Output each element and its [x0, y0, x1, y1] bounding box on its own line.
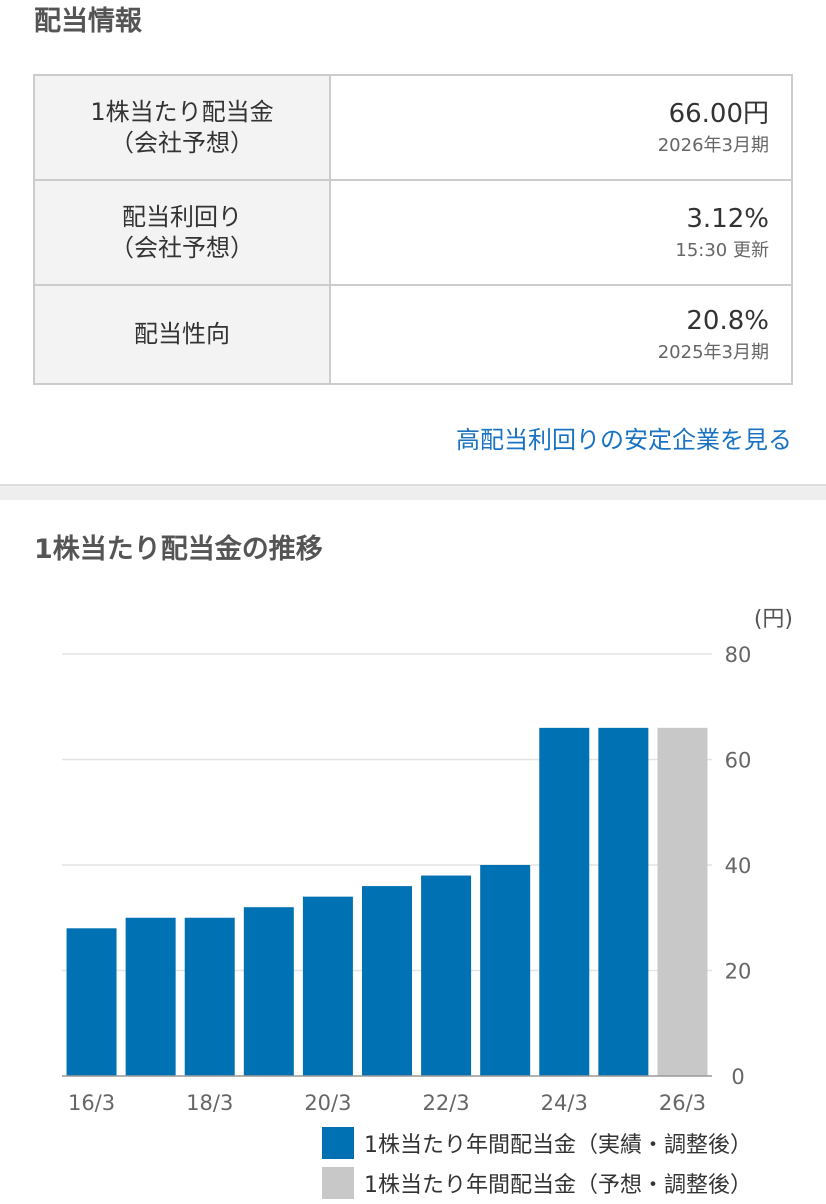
bar-22/3: [421, 875, 472, 1076]
row-value-cell: 66.00円 2026年3月期: [329, 74, 793, 181]
x-tick-label: 20/3: [304, 1091, 351, 1115]
y-tick-label: 80: [725, 643, 752, 667]
legend-label-forecast: 1株当たり年間配当金（予想・調整後）: [364, 1173, 752, 1198]
chart-title: 1株当たり配当金の推移: [34, 534, 323, 565]
row-label: 配当性向: [33, 284, 331, 385]
x-tick-label: 16/3: [68, 1091, 115, 1115]
bar-26/3: [657, 727, 708, 1076]
row-value-cell: 20.8% 2025年3月期: [329, 284, 793, 385]
row-subtext: 2026年3月期: [657, 134, 769, 156]
row-subtext: 2025年3月期: [657, 341, 769, 363]
table-row: 配当利回り （会社予想） 3.12% 15:30 更新: [33, 179, 793, 286]
x-tick-label: 18/3: [186, 1091, 233, 1115]
y-tick-label: 60: [725, 749, 752, 773]
x-tick-label: 26/3: [659, 1091, 706, 1115]
legend-item-actual: 1株当たり年間配当金（実績・調整後）: [322, 1124, 752, 1162]
table-row: 1株当たり配当金 （会社予想） 66.00円 2026年3月期: [33, 74, 793, 181]
dividend-bar-chart: (円) 0 20 40 60 80 16/3 18/3 20/3 22/3 24/3 26/3: [62, 607, 793, 1115]
row-value: 66.00円: [668, 98, 769, 129]
row-subtext: 15:30 更新: [675, 239, 769, 261]
bar-23/3: [480, 865, 531, 1076]
bar-21/3: [362, 886, 412, 1076]
x-tick-label: 24/3: [541, 1091, 588, 1115]
bar-18/3: [184, 917, 235, 1076]
chart-legend: 1株当たり年間配当金（実績・調整後） 1株当たり年間配当金（予想・調整後）: [322, 1124, 752, 1204]
y-unit-label: (円): [754, 607, 793, 632]
legend-swatch-forecast: [322, 1167, 354, 1199]
y-tick-label: 40: [725, 854, 752, 878]
y-tick-label: 20: [725, 960, 752, 984]
dividend-info-table: 1株当たり配当金 （会社予想） 66.00円 2026年3月期 配当利回り （会社予…: [33, 74, 793, 385]
bar-24/3: [539, 727, 590, 1076]
legend-label-actual: 1株当たり年間配当金（実績・調整後）: [364, 1133, 752, 1158]
bar-17/3: [125, 917, 176, 1076]
y-tick-label: 0: [731, 1065, 744, 1089]
x-tick-label: 22/3: [423, 1091, 470, 1115]
section-divider: [0, 484, 826, 500]
row-value: 3.12%: [686, 203, 769, 234]
row-value-cell: 3.12% 15:30 更新: [329, 179, 793, 286]
section-title-dividend-info: 配当情報: [34, 6, 142, 37]
bar-20/3: [302, 896, 353, 1076]
row-label: 1株当たり配当金 （会社予想）: [33, 74, 331, 181]
table-row: 配当性向 20.8% 2025年3月期: [33, 284, 793, 385]
bar-16/3: [66, 928, 117, 1076]
legend-swatch-actual: [322, 1127, 354, 1159]
high-yield-companies-link[interactable]: 高配当利回りの安定企業を見る: [456, 426, 792, 454]
bar-19/3: [243, 907, 294, 1076]
bar-25/3: [598, 727, 649, 1076]
row-value: 20.8%: [686, 305, 769, 336]
row-label: 配当利回り （会社予想）: [33, 179, 331, 286]
legend-item-forecast: 1株当たり年間配当金（予想・調整後）: [322, 1164, 752, 1202]
